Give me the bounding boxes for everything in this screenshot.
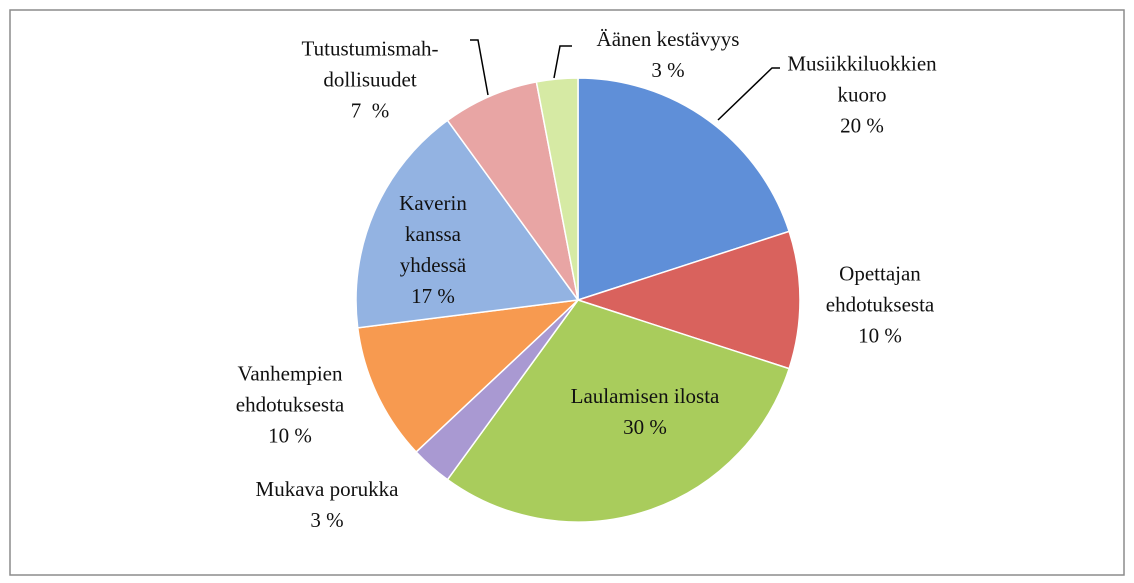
pie-slice xyxy=(577,77,791,302)
slice-label: Opettajan ehdotuksesta 10 % xyxy=(826,259,934,352)
value-label: 17 % xyxy=(411,284,455,308)
leader-line xyxy=(470,39,489,96)
leader-line xyxy=(717,67,780,121)
category-label: Musiikkiluokkien kuoro xyxy=(787,51,937,107)
value-label: 30 % xyxy=(623,415,667,439)
category-label: Vanhempien ehdotuksesta xyxy=(235,361,345,417)
leader-line xyxy=(553,45,572,79)
slice-label: Äänen kestävyys 3 % xyxy=(597,24,740,86)
pie-slice xyxy=(446,299,791,523)
value-label: 7 % xyxy=(350,98,390,123)
pie-slice xyxy=(356,298,581,454)
slice-label: Vanhempien ehdotuksesta 10 % xyxy=(236,359,344,452)
pie-slice xyxy=(535,77,579,301)
pie-slice xyxy=(575,230,801,370)
slice-label: Kaverin kanssa yhdessä 17 % xyxy=(399,188,467,312)
slice-label: Laulamisen ilosta 30 % xyxy=(571,381,720,443)
slice-label: Musiikkiluokkien kuoro 20 % xyxy=(787,49,936,142)
category-label: Äänen kestävyys xyxy=(596,27,740,51)
pie-slice xyxy=(355,119,580,329)
category-label: Opettajan ehdotuksesta xyxy=(825,261,935,317)
value-label: 3 % xyxy=(651,58,685,82)
value-label: 3 % xyxy=(310,508,344,532)
category-label: Tutustumismah- dollisuudet xyxy=(301,36,439,92)
slice-label: Tutustumismah- dollisuudet 7 % xyxy=(302,34,439,127)
value-label: 20 % xyxy=(840,113,884,138)
category-label: Kaverin kanssa yhdessä xyxy=(399,191,467,277)
leader-lines xyxy=(470,39,780,121)
category-label: Mukava porukka xyxy=(255,477,399,501)
category-label: Laulamisen ilosta xyxy=(570,384,720,408)
value-label: 10 % xyxy=(268,423,312,448)
value-label: 10 % xyxy=(858,323,902,348)
slice-label: Mukava porukka 3 % xyxy=(256,474,399,536)
